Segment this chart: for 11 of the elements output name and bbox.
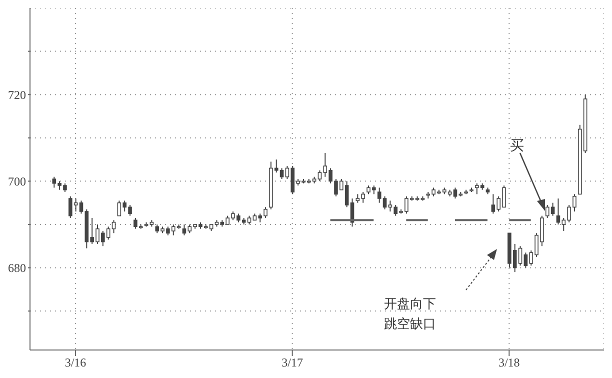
- y-tick-label: 700: [8, 174, 26, 188]
- x-tick-label: 3/16: [64, 356, 86, 370]
- candlestick: [112, 220, 116, 234]
- y-tick-label: 680: [8, 261, 26, 276]
- x-tick-label: 3/18: [498, 356, 520, 370]
- annotation: 开盘向下跳空缺口: [384, 297, 436, 332]
- candlestick: [79, 200, 84, 214]
- candlestick: [453, 187, 458, 199]
- y-tick-label: 720: [8, 88, 26, 102]
- annotation: 买: [510, 138, 524, 154]
- x-tick-label: 3/17: [282, 356, 304, 370]
